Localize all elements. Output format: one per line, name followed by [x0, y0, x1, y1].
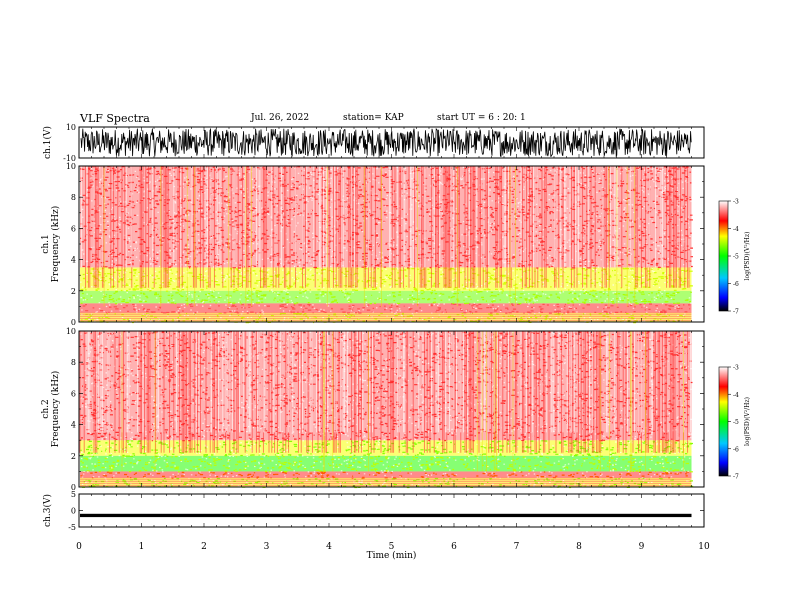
- chart-title: VLF Spectra: [80, 112, 150, 125]
- cbar2-tick-label: -5: [733, 419, 739, 426]
- spec1-ytick-label: 6: [71, 224, 76, 233]
- spec1-broadband-columns: [103, 166, 636, 307]
- ch3-ylabel: ch.3(V): [42, 494, 53, 527]
- cbar1-tick-label: -5: [733, 254, 739, 261]
- spec2-broadband-columns: [121, 331, 684, 472]
- ch1-waveform-panel: 10 -10 ch.1(V): [42, 123, 705, 163]
- ch1-waveform-line: [80, 127, 692, 158]
- x-tick-label: 10: [698, 542, 710, 552]
- ch1-spectrogram-panel: 0 2 4 6 8 10 ch.1 Frequency (kHz): [41, 162, 705, 327]
- cbar2-tick-label: -4: [733, 392, 739, 399]
- x-axis-label: Time (min): [367, 550, 417, 561]
- spec2-band: [80, 455, 692, 472]
- cbar2-tick-label: -7: [733, 474, 739, 481]
- spec2-ytick-label: 4: [71, 421, 76, 430]
- spec2-ylabel: Frequency (kHz): [50, 371, 61, 448]
- spec1-band-speckle-light: [80, 166, 692, 269]
- station-label: station= KAP: [343, 113, 404, 123]
- spec2-ytick-label: 8: [71, 358, 76, 367]
- date-label: Jul. 26, 2022: [251, 113, 310, 123]
- spec2-band-speckle-light: [81, 471, 679, 479]
- ch2-spectrogram-panel: 0 2 4 6 8 10 ch.2 Frequency (kHz): [41, 327, 705, 492]
- ch3-frame: [78, 493, 705, 528]
- cbar1-gradient: [718, 200, 729, 312]
- spec2-band-speckle-light: [81, 478, 692, 488]
- cbar1-tick-label: -4: [733, 226, 739, 233]
- x-tick-label: 2: [201, 542, 207, 552]
- cbar2-tick-label: -3: [733, 365, 739, 372]
- spec2-band-speckle: [80, 471, 689, 479]
- spec1-band: [80, 303, 692, 313]
- ch3-ytick-label: 5: [71, 490, 76, 499]
- spec1-band-speckle: [80, 166, 693, 269]
- ch1-ytick-label: 10: [66, 123, 76, 132]
- spec2-ytick-label: 2: [71, 452, 76, 461]
- x-tick-label: 4: [326, 542, 332, 552]
- spec2-band-speckle-light: [80, 455, 691, 473]
- spec2-band-speckle: [80, 455, 693, 473]
- spec1-ytick-label: 2: [71, 287, 76, 296]
- cbar2-label: log(PSD)(V²/Hz): [744, 397, 751, 446]
- x-tick-label: 9: [639, 542, 645, 552]
- spec1-ylabel: Frequency (kHz): [50, 206, 61, 283]
- spec2-band-speckle-light: [81, 440, 692, 457]
- x-tick-label: 6: [451, 542, 457, 552]
- spec1-ytick-label: 4: [71, 256, 76, 265]
- spec2-ytick-label: 0: [71, 483, 76, 492]
- spec1-band-speckle: [82, 303, 691, 314]
- x-tick-label: 5: [389, 542, 395, 552]
- cbar1-label: log(PSD)(V²/Hz): [744, 232, 751, 281]
- spec2-band: [80, 471, 692, 478]
- cbar2-tick-label: -6: [733, 446, 739, 453]
- spec1-ytick-label: 8: [71, 193, 76, 202]
- spec2-band: [80, 477, 692, 487]
- x-tick-label: 3: [264, 542, 270, 552]
- colorbar-1: -3 -4 -5 -6 -7 log(PSD)(V²/Hz): [718, 199, 751, 316]
- spec2-ytick-label: 10: [66, 327, 76, 336]
- cbar1-tick-label: -3: [733, 199, 739, 206]
- spec2-quiet-streaks: [86, 331, 691, 433]
- cbar1-tick-label: -7: [733, 309, 739, 316]
- spec1-ylabel-channel: ch.1: [41, 234, 51, 253]
- ch1-ytick-label: -10: [63, 154, 76, 163]
- spec2-ytick-label: 6: [71, 389, 76, 398]
- spec1-ytick-label: 10: [66, 162, 76, 171]
- colorbar-2: -3 -4 -5 -6 -7 log(PSD)(V²/Hz): [718, 365, 751, 481]
- ch3-ytick-label: -5: [68, 523, 76, 532]
- ch3-waveform-panel: 5 0 -5 ch.3(V) 0 1 2 3 4 5 6 7 8 9 10 Time (min): [42, 490, 710, 561]
- ch1-ylabel: ch.1(V): [42, 126, 53, 159]
- spec1-band: [80, 312, 692, 322]
- x-tick-label: 7: [514, 542, 520, 552]
- spec1-quiet-streaks: [81, 166, 690, 268]
- ch3-ytick-label: 0: [71, 507, 76, 516]
- x-tick-label: 8: [576, 542, 582, 552]
- x-tick-label: 0: [76, 542, 82, 552]
- cbar1-tick-label: -6: [733, 281, 739, 288]
- start-time-label: start UT = 6 : 20: 1: [437, 113, 526, 123]
- spec2-ylabel-channel: ch.2: [41, 399, 51, 418]
- spec1-ytick-label: 0: [71, 318, 76, 327]
- x-tick-label: 1: [139, 542, 145, 552]
- spec1-band-speckle-light: [80, 290, 692, 305]
- cbar2-gradient: [718, 366, 729, 477]
- spec1-band: [80, 290, 692, 304]
